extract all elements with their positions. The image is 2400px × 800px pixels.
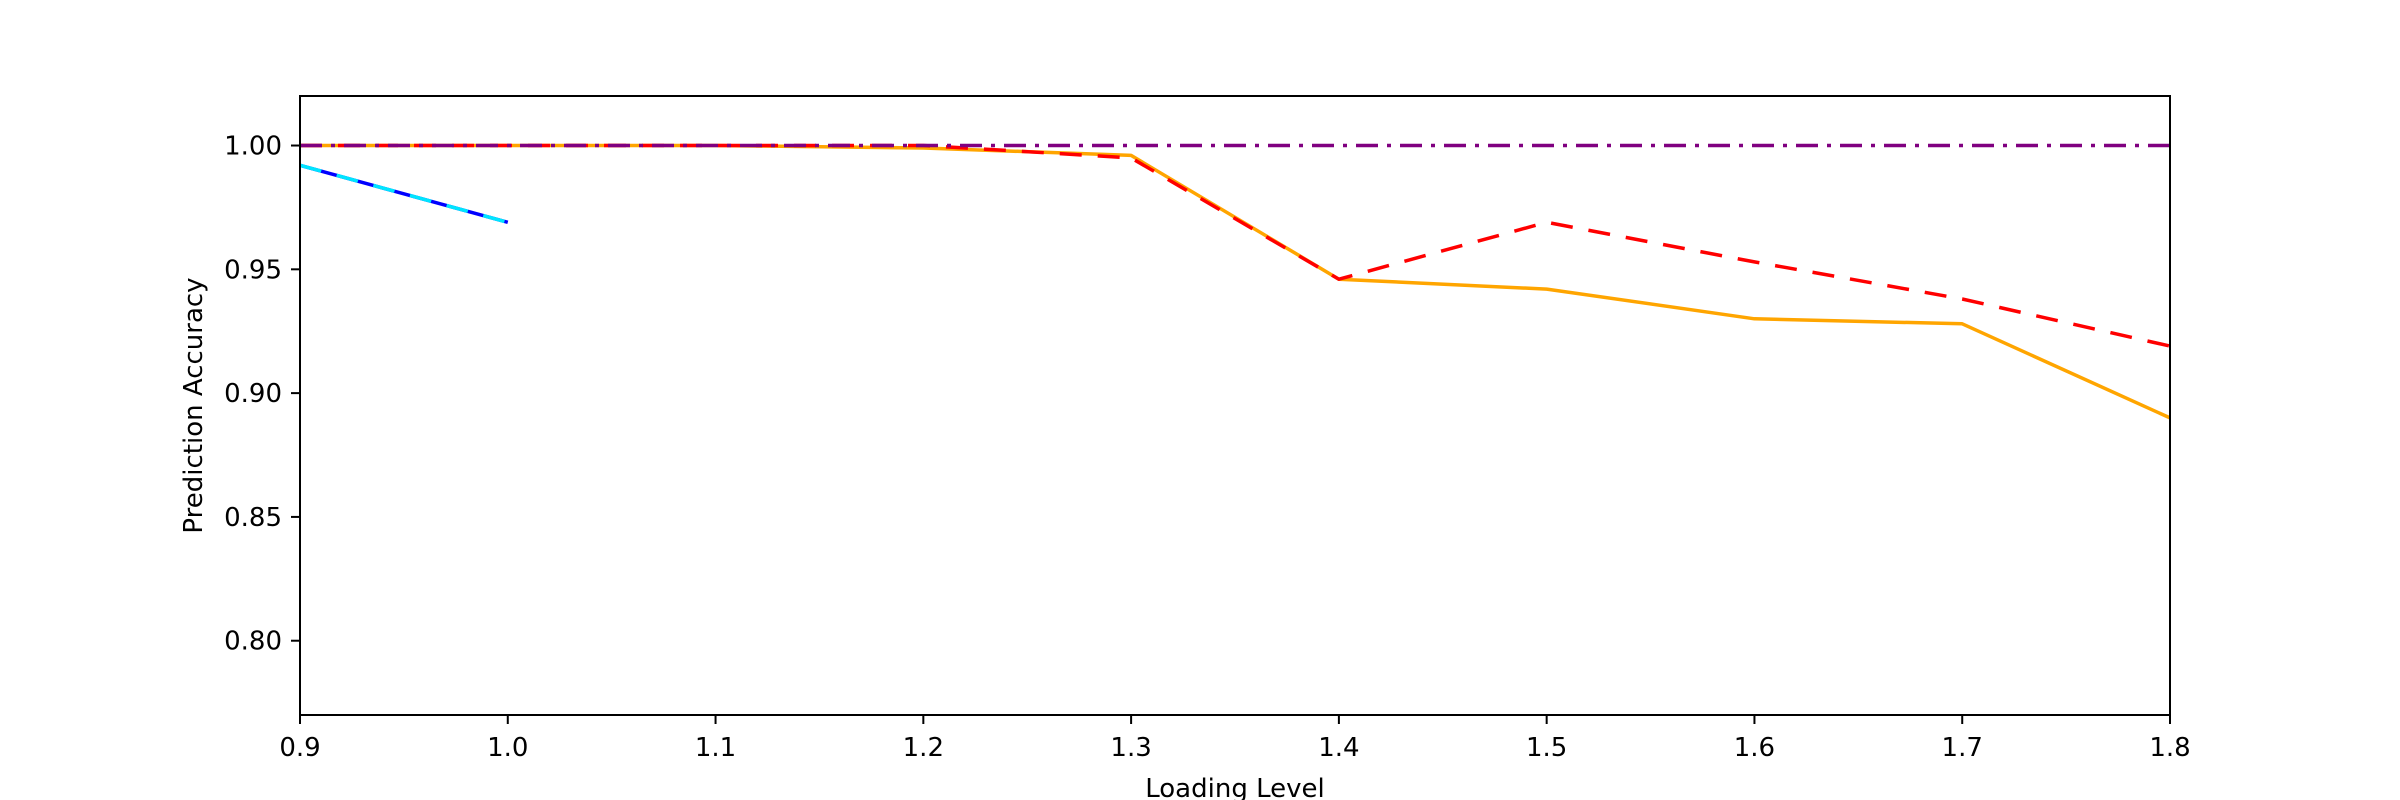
series-line-1: [300, 143, 2171, 348]
x-tick-label: 1.5: [1526, 733, 1567, 763]
x-tick-label: 1.7: [1942, 733, 1983, 763]
x-tick-label: 1.4: [1318, 733, 1359, 763]
x-tick-label: 1.1: [695, 733, 736, 763]
ticks-layer: 0.9 1.0 1.1 1.2 1.3 1.4 1.5 1.6 1.7 1.8 0.80 0.85 0.…: [224, 132, 2191, 763]
y-tick-label: 1.00: [224, 132, 282, 162]
x-tick-label: 1.2: [903, 733, 944, 763]
y-axis-label: Prediction Accuracy: [179, 277, 209, 533]
x-axis-label: Loading Level: [1145, 774, 1324, 800]
series-layer: [299, 143, 2171, 420]
y-tick-label: 0.85: [224, 503, 282, 533]
plot-area-frame: [299, 95, 2171, 716]
y-tick-label: 0.90: [224, 379, 282, 409]
x-tick-label: 1.0: [487, 733, 528, 763]
y-tick-label: 0.80: [224, 627, 282, 657]
x-tick-label: 1.3: [1110, 733, 1151, 763]
series-line-0: [300, 143, 2171, 420]
series-line-3: [299, 163, 509, 224]
x-tick-label: 1.8: [2149, 733, 2190, 763]
x-tick-label: 1.6: [1734, 733, 1775, 763]
x-tick-label: 0.9: [279, 733, 320, 763]
y-tick-label: 0.95: [224, 255, 282, 285]
